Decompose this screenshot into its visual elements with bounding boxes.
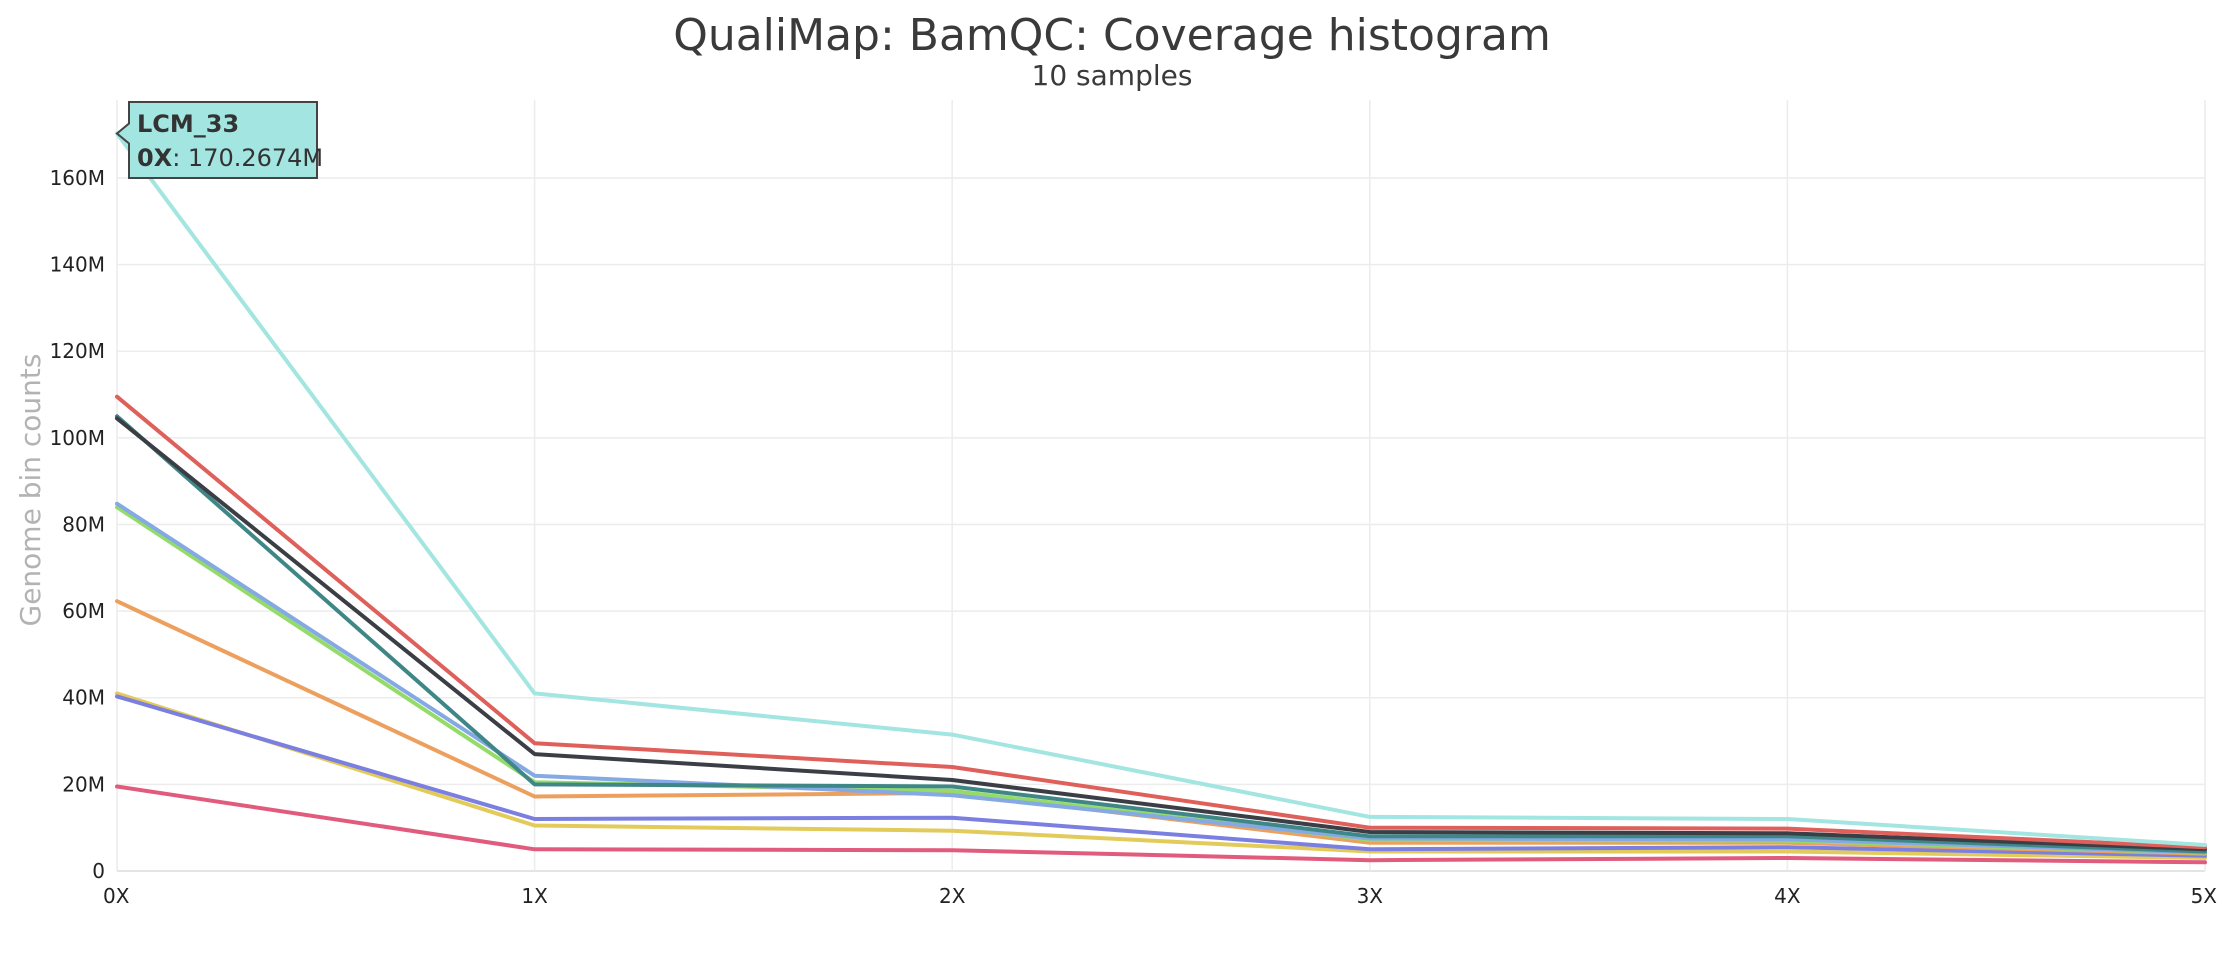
y-tick-label: 120M [50,339,105,363]
x-tick-label: 2X [939,884,966,908]
x-axis-ticks: 0X 1X 2X 3X 4X 5X [103,884,2217,908]
series-line[interactable] [115,394,2207,850]
series-line[interactable] [115,131,2207,847]
series-line[interactable] [115,414,2207,854]
series-line[interactable] [115,505,2207,855]
x-tick-label: 3X [1357,884,1384,908]
tooltip: LCM_33 0X: 170.2674M [115,101,323,179]
y-tick-label: 100M [50,426,105,450]
x-tick-label: 1X [521,884,548,908]
grid-lines [116,100,2206,872]
tooltip-series-name: LCM_33 [137,110,239,138]
chart-subtitle: 10 samples [1032,59,1193,92]
series-lines [115,131,2207,865]
y-axis-title: Genome bin counts [14,354,47,627]
y-tick-label: 40M [62,686,105,710]
y-tick-label: 20M [62,772,105,796]
x-tick-label: 5X [2191,884,2218,908]
y-tick-label: 80M [62,512,105,536]
y-tick-label: 60M [62,599,105,623]
tooltip-box [115,101,318,179]
x-tick-label: 4X [1774,884,1801,908]
series-line[interactable] [115,416,2207,852]
y-tick-label: 160M [50,166,105,190]
series-line[interactable] [115,694,2207,858]
x-tick-label: 0X [103,884,130,908]
series-line[interactable] [115,501,2207,855]
series-line[interactable] [115,691,2207,860]
series-line[interactable] [115,784,2207,865]
chart-title: QualiMap: BamQC: Coverage histogram [673,10,1551,61]
y-tick-label: 140M [50,253,105,277]
y-tick-label: 0 [92,859,105,883]
y-axis-ticks: 0 20M 40M 60M 80M 100M 120M 140M 160M [50,166,105,883]
tooltip-value: : 170.2674M [172,144,323,172]
tooltip-value-line: 0X: 170.2674M [137,144,323,172]
tooltip-category: 0X [137,144,173,172]
